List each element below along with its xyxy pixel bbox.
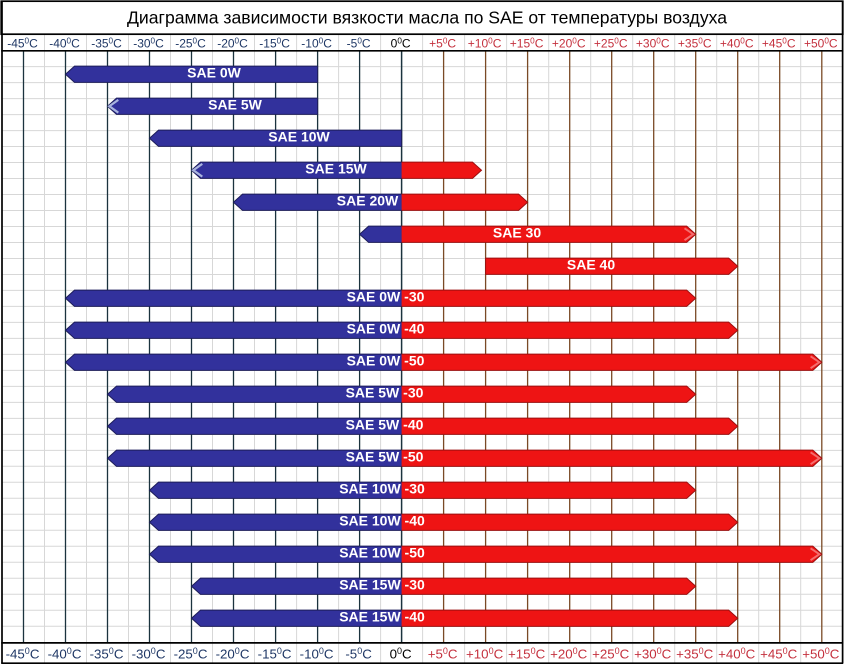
svg-text:+450C: +450C xyxy=(762,36,796,50)
svg-text:+300C: +300C xyxy=(634,646,672,661)
svg-text:+400C: +400C xyxy=(718,646,756,661)
svg-text:-100C: -100C xyxy=(301,36,332,50)
svg-text:-150C: -150C xyxy=(258,646,292,661)
svg-text:-300C: -300C xyxy=(133,36,164,50)
svg-text:SAE 5W -50: SAE 5W -50 xyxy=(346,449,424,465)
svg-text:SAE 40: SAE 40 xyxy=(567,257,615,273)
svg-text:-100C: -100C xyxy=(300,646,334,661)
svg-text:-200C: -200C xyxy=(216,646,250,661)
svg-text:SAE 10W -50: SAE 10W -50 xyxy=(339,545,425,561)
svg-text:SAE 10W: SAE 10W xyxy=(268,129,330,145)
svg-text:-150C: -150C xyxy=(259,36,290,50)
svg-text:+200C: +200C xyxy=(552,36,586,50)
svg-text:+200C: +200C xyxy=(550,646,588,661)
svg-text:+400C: +400C xyxy=(720,36,754,50)
svg-text:-250C: -250C xyxy=(174,646,208,661)
svg-text:SAE 0W -40: SAE 0W -40 xyxy=(347,321,425,337)
svg-text:SAE 10W -30: SAE 10W -30 xyxy=(339,481,425,497)
svg-text:-250C: -250C xyxy=(175,36,206,50)
svg-text:SAE 5W -30: SAE 5W -30 xyxy=(346,385,424,401)
svg-text:+100C: +100C xyxy=(468,36,502,50)
svg-text:+500C: +500C xyxy=(802,646,840,661)
svg-text:SAE 0W: SAE 0W xyxy=(187,65,241,81)
svg-text:SAE 15W -40: SAE 15W -40 xyxy=(339,609,425,625)
svg-text:-50C: -50C xyxy=(347,36,371,50)
svg-text:+150C: +150C xyxy=(510,36,544,50)
svg-text:SAE 10W -40: SAE 10W -40 xyxy=(339,513,425,529)
svg-text:-350C: -350C xyxy=(91,36,122,50)
svg-text:+350C: +350C xyxy=(676,646,714,661)
svg-text:-400C: -400C xyxy=(48,646,82,661)
svg-text:-50C: -50C xyxy=(345,646,372,661)
svg-text:SAE 15W -30: SAE 15W -30 xyxy=(339,577,425,593)
svg-text:00C: 00C xyxy=(390,646,412,661)
svg-text:+50C: +50C xyxy=(428,646,458,661)
svg-text:SAE 30: SAE 30 xyxy=(493,225,541,241)
svg-text:-450C: -450C xyxy=(6,646,40,661)
svg-text:+150C: +150C xyxy=(508,646,546,661)
svg-text:-200C: -200C xyxy=(217,36,248,50)
svg-text:+300C: +300C xyxy=(636,36,670,50)
svg-text:+50C: +50C xyxy=(429,36,456,50)
svg-text:-450C: -450C xyxy=(7,36,38,50)
svg-text:+100C: +100C xyxy=(466,646,504,661)
svg-text:+500C: +500C xyxy=(804,36,838,50)
svg-text:-400C: -400C xyxy=(49,36,80,50)
svg-text:+450C: +450C xyxy=(760,646,798,661)
svg-text:+250C: +250C xyxy=(592,646,630,661)
svg-text:SAE 15W: SAE 15W xyxy=(305,161,367,177)
svg-text:SAE 5W -40: SAE 5W -40 xyxy=(346,417,424,433)
svg-text:00C: 00C xyxy=(391,36,411,50)
svg-text:SAE 20W: SAE 20W xyxy=(337,193,399,209)
svg-text:SAE 0W -50: SAE 0W -50 xyxy=(347,353,425,369)
svg-text:-300C: -300C xyxy=(132,646,166,661)
svg-text:-350C: -350C xyxy=(90,646,124,661)
svg-text:+350C: +350C xyxy=(678,36,712,50)
svg-text:Диаграмма зависимости вязкости: Диаграмма зависимости вязкости масла по … xyxy=(127,8,727,28)
svg-text:SAE 0W -30: SAE 0W -30 xyxy=(347,289,425,305)
svg-text:SAE 5W: SAE 5W xyxy=(208,97,262,113)
svg-text:+250C: +250C xyxy=(594,36,628,50)
